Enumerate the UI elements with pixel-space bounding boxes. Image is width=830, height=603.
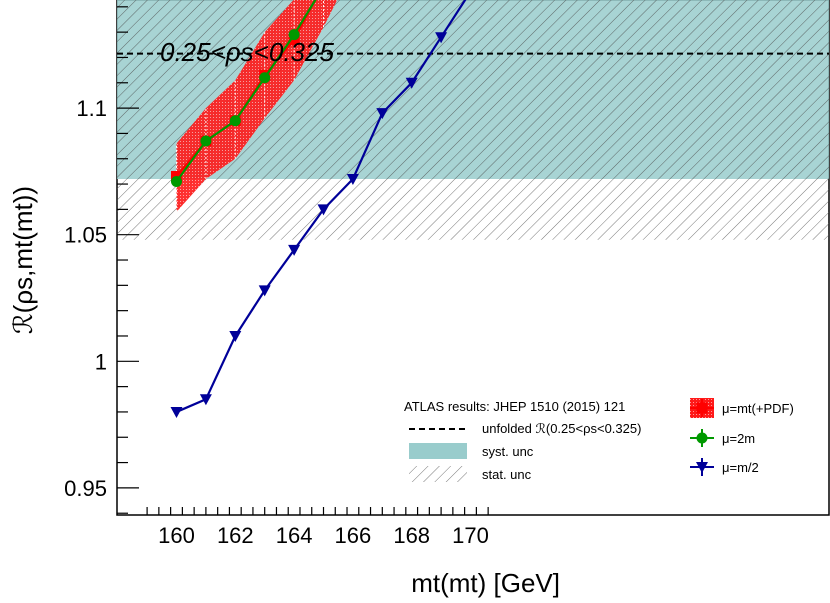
data-point [229, 115, 241, 127]
unfolded-legend-label: unfolded ℛ(0.25<ρs<0.325) [482, 421, 641, 436]
data-point [405, 77, 418, 89]
data-point [199, 394, 212, 406]
stat-legend-label: stat. unc [482, 467, 532, 482]
y-tick-label: 1 [95, 349, 107, 374]
syst-legend-label: syst. unc [482, 444, 534, 459]
atlas-reference-label: ATLAS results: JHEP 1510 (2015) 121 [404, 399, 625, 414]
y-tick-label: 1.1 [76, 96, 107, 121]
series-legend: μ=mt(+PDF) μ=2m μ=m/2 [690, 398, 794, 476]
atlas-legend: ATLAS results: JHEP 1510 (2015) 121 unfo… [404, 399, 641, 482]
series-layer [170, 0, 467, 418]
x-tick-label: 170 [452, 523, 489, 548]
x-tick-label: 166 [335, 523, 372, 548]
region-label: 0.25<ρs<0.325 [160, 37, 334, 67]
series-line-1 [175, 0, 317, 183]
syst-legend-swatch [409, 443, 467, 459]
x-tick-label: 160 [158, 523, 195, 548]
data-point [288, 29, 300, 41]
pdf-uncertainty-band [176, 0, 338, 212]
x-tick-label: 168 [393, 523, 430, 548]
legend-label: μ=2m [722, 431, 755, 446]
data-point [435, 32, 448, 44]
stat-legend-swatch [409, 466, 467, 482]
data-point [346, 173, 359, 185]
data-point [229, 330, 242, 342]
data-point [376, 108, 389, 120]
y-axis-title: ℛ(ρs,mt(mt)) [8, 186, 38, 334]
legend-label: μ=m/2 [722, 460, 759, 475]
data-point [171, 176, 182, 188]
x-tick-label: 164 [276, 523, 313, 548]
data-point [259, 72, 271, 84]
legend-marker [696, 402, 708, 414]
data-point [258, 285, 271, 297]
legend-marker [696, 462, 708, 473]
plot-frame [116, 0, 830, 516]
x-tick-label: 162 [217, 523, 254, 548]
legend-label: μ=mt(+PDF) [722, 401, 794, 416]
x-axis-title: mt(mt) [GeV] [411, 568, 560, 598]
legend-marker [696, 432, 708, 444]
x-axis: 160 162 164 166 168 170 [146, 507, 489, 548]
data-point [200, 135, 212, 147]
data-point [288, 244, 301, 256]
data-point [317, 204, 330, 216]
data-point [170, 406, 183, 418]
y-tick-label: 0.95 [64, 476, 107, 501]
y-tick-label: 1.05 [64, 223, 107, 248]
